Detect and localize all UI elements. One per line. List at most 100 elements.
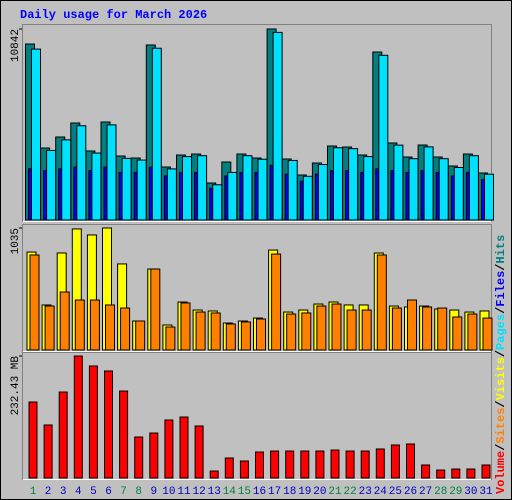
bar (466, 468, 476, 479)
bar (135, 320, 146, 351)
x-tick-label: 22 (343, 486, 356, 498)
bar (391, 307, 402, 351)
bar (29, 254, 40, 351)
bar (375, 448, 385, 479)
bar (301, 312, 312, 351)
bar (224, 457, 234, 479)
y-tick-label: 10842 (10, 29, 22, 62)
x-tick-label: 27 (419, 486, 432, 498)
bar (180, 302, 191, 351)
bar (74, 299, 85, 351)
bar (225, 323, 236, 351)
bar (120, 307, 131, 351)
bar (134, 436, 144, 479)
x-tick-label: 1 (30, 486, 37, 498)
bar (317, 164, 328, 221)
x-tick-label: 8 (135, 486, 142, 498)
x-tick-label: 28 (434, 486, 447, 498)
bar (315, 450, 325, 479)
bar (437, 307, 448, 351)
bar (44, 305, 55, 351)
x-tick-label: 9 (150, 486, 157, 498)
bar (165, 326, 176, 351)
bar (270, 450, 280, 479)
x-tick-label: 11 (177, 486, 191, 498)
legend-entry: Pages (494, 314, 508, 350)
legend-separator: / (494, 350, 508, 357)
bar (28, 401, 38, 479)
bar (272, 31, 283, 221)
bar (482, 317, 493, 351)
bar (151, 47, 162, 221)
bar (271, 253, 282, 351)
bar (136, 159, 147, 221)
bar (423, 146, 434, 221)
bar (104, 370, 113, 479)
x-tick-label: 26 (404, 486, 417, 498)
bar (31, 48, 41, 221)
y-tick-label: 232.43 MB (10, 356, 22, 416)
bar (346, 309, 357, 351)
x-tick-label: 10 (162, 486, 175, 498)
bar (106, 124, 117, 221)
bar (58, 391, 68, 479)
bar (239, 460, 249, 479)
legend-separator: / (494, 444, 508, 451)
bar (451, 468, 461, 479)
x-tick-label: 20 (313, 486, 326, 498)
legend-entry: Files (494, 271, 508, 307)
chart-title: Daily usage for March 2026 (20, 8, 207, 22)
bar (59, 291, 70, 351)
bar (333, 147, 343, 221)
bar (43, 424, 53, 479)
x-tick-label: 21 (328, 486, 342, 498)
bar (393, 144, 404, 221)
bar (438, 158, 449, 221)
bar (422, 306, 433, 351)
x-tick-label: 16 (253, 486, 266, 498)
x-tick-label: 6 (105, 486, 112, 498)
x-tick-label: 14 (223, 486, 237, 498)
bar (408, 158, 419, 221)
legend-entry: Volume (494, 451, 508, 494)
x-tick-label: 15 (238, 486, 251, 498)
legend: Volume/Sites/Visits/Pages/Files/Hits (494, 235, 508, 494)
bar (46, 149, 57, 221)
bar (240, 321, 251, 351)
legend-separator: / (494, 307, 508, 314)
bar (194, 425, 204, 479)
x-tick-label: 25 (389, 486, 402, 498)
bar (378, 54, 389, 221)
bar (212, 184, 223, 221)
bar (179, 416, 189, 479)
bar (166, 168, 177, 221)
bar (149, 432, 159, 479)
bar (197, 155, 208, 221)
bar (330, 449, 340, 479)
bar (302, 175, 313, 221)
legend-entry: Visits (494, 357, 508, 400)
y-tick-label: 1035 (10, 228, 22, 254)
x-tick-label: 7 (120, 486, 127, 498)
bar (105, 304, 115, 351)
bar (286, 313, 297, 351)
bar (150, 268, 161, 351)
bar (316, 305, 327, 351)
bar (452, 316, 463, 351)
bar (164, 419, 174, 479)
x-tick-label: 3 (60, 486, 67, 498)
bar (361, 309, 372, 351)
bar (182, 156, 192, 221)
bar (436, 469, 446, 479)
bar (467, 313, 478, 351)
bar (121, 157, 132, 221)
legend-entry: Hits (494, 235, 508, 264)
x-tick-label: 24 (374, 486, 388, 498)
x-tick-label: 31 (479, 486, 493, 498)
bar (89, 299, 100, 351)
bar (345, 450, 355, 479)
bar (257, 158, 268, 221)
x-tick-label: 5 (90, 486, 97, 498)
bar (209, 470, 219, 479)
